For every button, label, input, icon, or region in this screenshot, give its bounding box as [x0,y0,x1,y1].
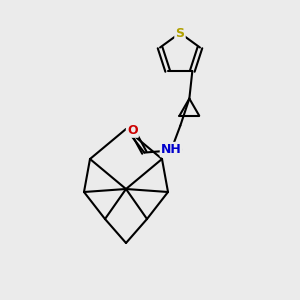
Text: O: O [127,124,138,136]
Text: NH: NH [161,143,182,156]
Text: S: S [176,26,184,40]
